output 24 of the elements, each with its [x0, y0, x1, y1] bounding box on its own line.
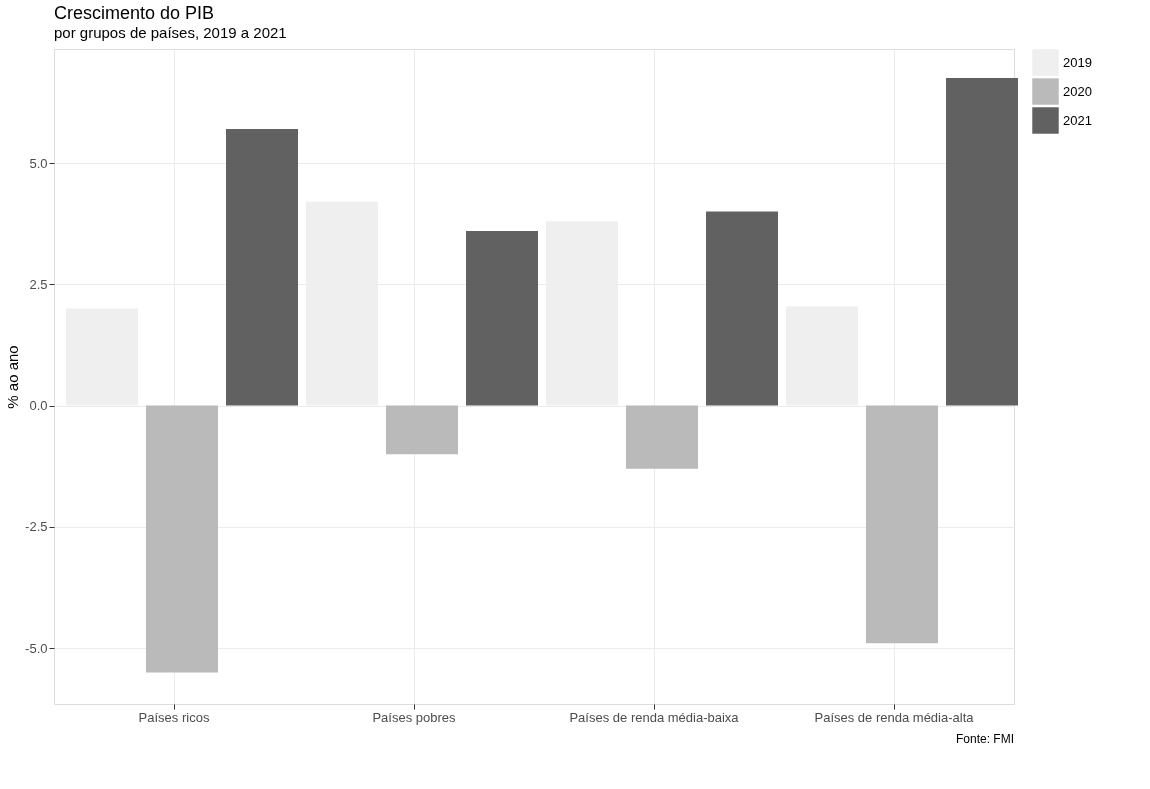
bar — [626, 405, 698, 469]
bar — [866, 405, 938, 644]
bar — [946, 78, 1018, 406]
y-axis-title: % ao ano — [4, 345, 22, 409]
legend-label: 2021 — [1063, 112, 1092, 128]
x-tick-label: Países de renda média-alta — [814, 709, 975, 725]
chart-subtitle: por grupos de países, 2019 a 2021 — [54, 24, 287, 41]
source-note: Fonte: FMI — [955, 732, 1014, 746]
bar — [146, 405, 218, 673]
y-tick-label: -2.5 — [25, 519, 48, 535]
y-tick-label: 5.0 — [29, 155, 48, 171]
x-tick-label: Países pobres — [372, 709, 457, 725]
bar — [706, 211, 778, 406]
legend-label: 2019 — [1063, 54, 1092, 70]
bar — [226, 129, 298, 406]
legend-label: 2020 — [1063, 83, 1092, 99]
y-tick-label: 0.0 — [29, 398, 48, 414]
chart-title: Crescimento do PIB — [54, 3, 215, 23]
bar — [466, 230, 538, 406]
x-tick-label: Países ricos — [138, 709, 210, 725]
y-tick-label: 2.5 — [29, 276, 48, 292]
x-tick-label: Países de renda média-baixa — [569, 709, 740, 725]
y-tick-label: -5.0 — [25, 640, 48, 656]
bar — [386, 405, 458, 455]
